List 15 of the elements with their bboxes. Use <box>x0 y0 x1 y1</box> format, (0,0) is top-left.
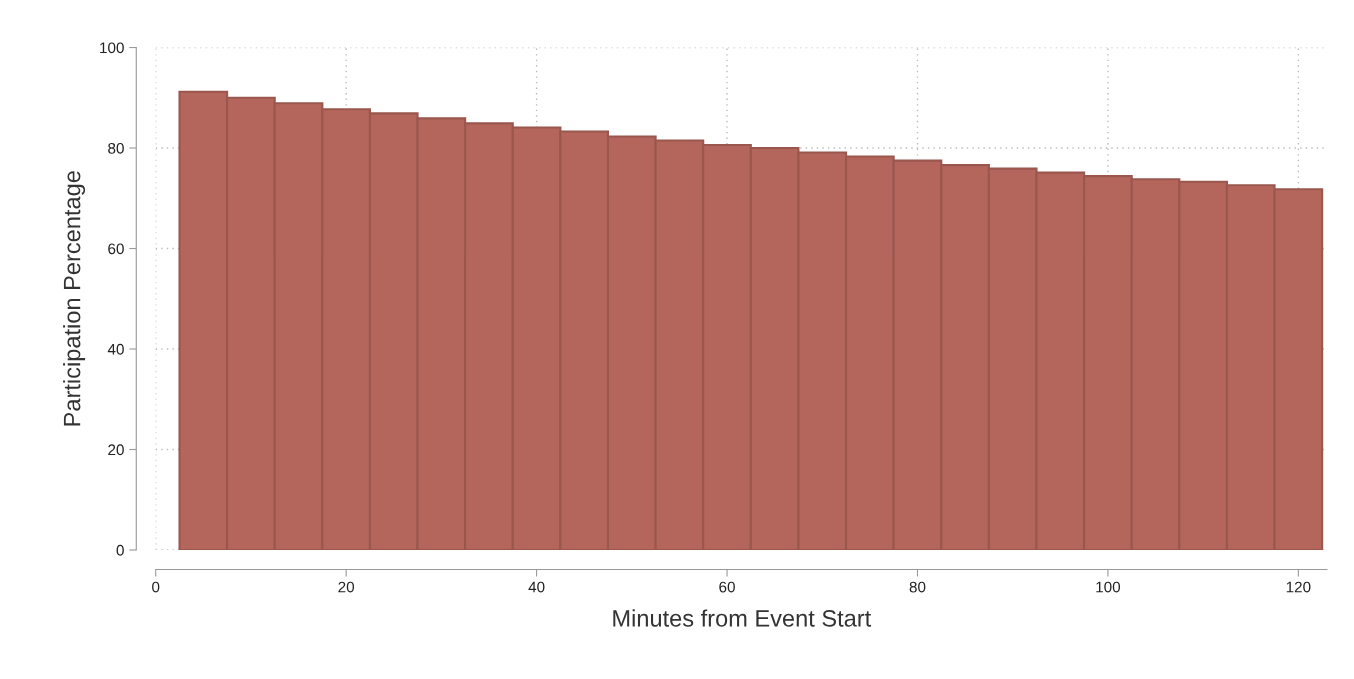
y-tick-label: 20 <box>108 444 124 456</box>
x-tick-label: 100 <box>1096 581 1121 593</box>
x-tick-label: 120 <box>1286 581 1311 593</box>
y-tick-label: 60 <box>108 243 124 255</box>
y-tick-label: 0 <box>116 544 124 556</box>
x-tick-label: 60 <box>719 581 735 593</box>
y-tick-label: 80 <box>108 142 124 154</box>
x-axis-title: Minutes from Event Start <box>613 609 872 627</box>
x-tick-label: 80 <box>909 581 926 593</box>
x-tick-label: 40 <box>528 581 545 593</box>
x-tick-label: 0 <box>152 581 160 593</box>
y-tick-label: 40 <box>107 343 124 355</box>
y-tick-label: 100 <box>100 42 124 54</box>
x-tick-label: 20 <box>338 581 355 593</box>
y-axis-title: Participation Percentage <box>63 171 86 426</box>
